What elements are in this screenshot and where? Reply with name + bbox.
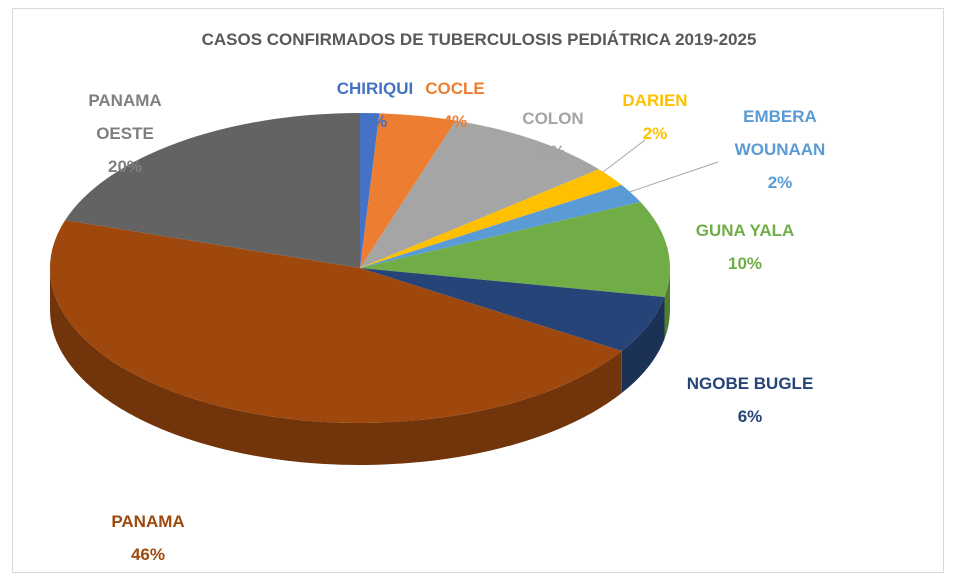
value-label: 9% xyxy=(540,142,566,161)
slice-side xyxy=(621,297,665,394)
value-label: 4% xyxy=(442,112,468,131)
data-label: DARIEN 2% xyxy=(622,84,687,150)
category-label: PANAMA xyxy=(111,512,185,531)
data-label: COCLE 4% xyxy=(425,72,485,138)
value-label: 46% xyxy=(130,545,166,564)
category-label: GUNA YALA xyxy=(695,221,795,240)
value-label: 2% xyxy=(642,124,668,143)
value-label: 6% xyxy=(737,407,763,426)
chart-frame xyxy=(12,8,944,573)
slice xyxy=(360,113,456,269)
slice xyxy=(360,268,665,352)
data-label: COLON 9% xyxy=(522,102,583,168)
category-label: COLON xyxy=(522,109,584,128)
category-label: CHIRIQUI xyxy=(336,79,414,98)
slice xyxy=(360,184,641,268)
category-label: PANAMA OESTE xyxy=(88,91,162,143)
value-label: 1% xyxy=(362,112,388,131)
slice xyxy=(360,120,599,268)
value-label: 10% xyxy=(727,254,763,273)
slice xyxy=(360,202,670,298)
slice xyxy=(360,169,622,268)
category-label: NGOBE BUGLE xyxy=(686,374,814,393)
slice xyxy=(50,220,622,423)
category-label: COCLE xyxy=(425,79,485,98)
value-label: 20% xyxy=(107,157,143,176)
data-label: PANAMA 46% xyxy=(111,505,184,571)
pie-tops xyxy=(50,113,670,423)
data-label: EMBERA WOUNAAN 2% xyxy=(725,100,835,199)
pie-sides xyxy=(50,268,670,465)
data-label: GUNA YALA 10% xyxy=(696,214,795,280)
value-label: 2% xyxy=(767,173,793,192)
data-label: PANAMA OESTE 20% xyxy=(80,84,170,183)
data-label: CHIRIQUI 1% xyxy=(337,72,414,138)
slice-side xyxy=(50,268,622,465)
category-label: DARIEN xyxy=(622,91,688,110)
data-label: NGOBE BUGLE 6% xyxy=(687,367,814,433)
slice xyxy=(65,113,360,268)
category-label: EMBERA WOUNAAN xyxy=(734,107,826,159)
slice-side xyxy=(664,268,670,340)
slice xyxy=(360,113,380,268)
chart-title: CASOS CONFIRMADOS DE TUBERCULOSIS PEDIÁT… xyxy=(201,30,757,49)
